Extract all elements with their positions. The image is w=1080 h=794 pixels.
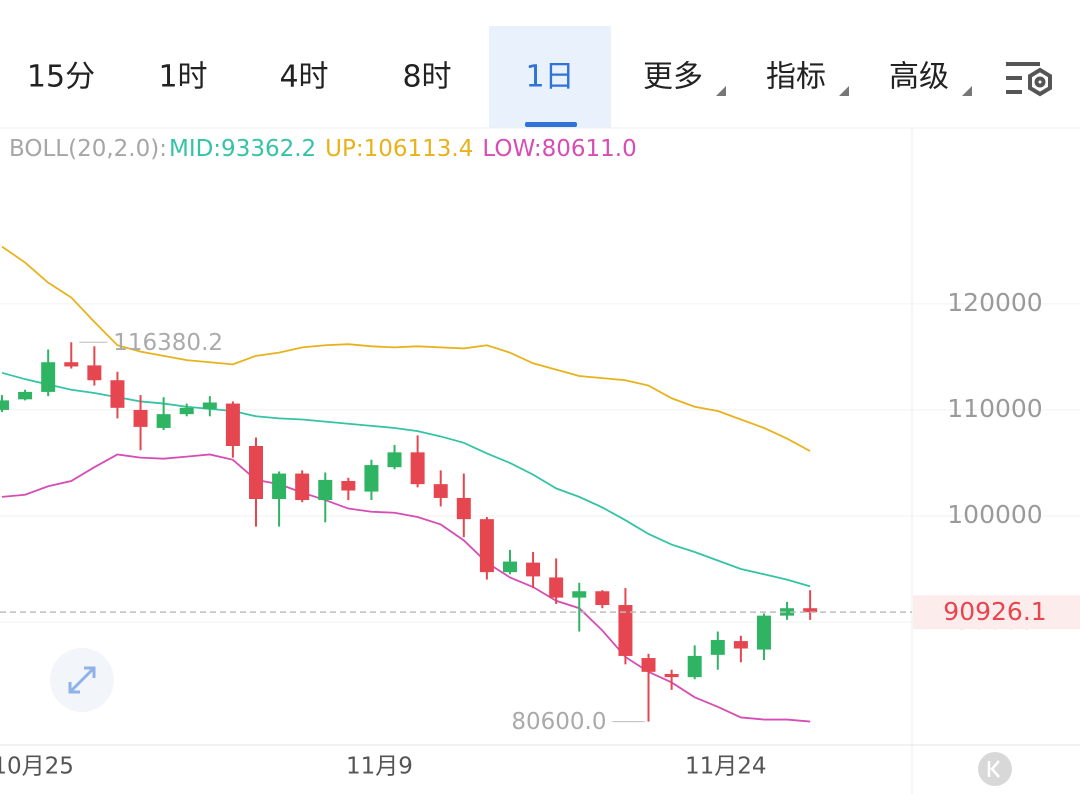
candle-body xyxy=(202,402,217,409)
collapse-button[interactable] xyxy=(978,752,1012,786)
candle-body xyxy=(803,608,818,613)
candle-body xyxy=(595,591,610,606)
candle-body xyxy=(710,640,725,655)
menu-caret xyxy=(716,86,726,96)
settings-icon[interactable] xyxy=(1006,62,1052,97)
candle-body xyxy=(756,615,771,650)
candle-body xyxy=(87,365,102,381)
candle-body xyxy=(225,403,240,446)
last-price-box xyxy=(913,595,1080,630)
candle-body xyxy=(364,465,379,492)
active-tab-bg xyxy=(489,26,611,128)
active-tab-indicator xyxy=(525,122,577,127)
plot: 9000010000011000012000010月2511月911月24116… xyxy=(0,245,1080,780)
boll-line xyxy=(1,245,811,452)
candle-body xyxy=(572,591,587,598)
tab[interactable]: 15分 xyxy=(27,60,95,95)
x-tick-label: 11月24 xyxy=(685,754,767,780)
tab[interactable]: 1时 xyxy=(158,60,207,95)
candle-body xyxy=(133,409,148,427)
candle-body xyxy=(295,473,310,501)
candle-body xyxy=(641,658,656,672)
candle-body xyxy=(272,473,287,499)
tab[interactable]: 高级 xyxy=(889,60,949,95)
candle-body xyxy=(64,362,79,367)
tab[interactable]: 1日 xyxy=(525,60,574,95)
x-tick-label: 10月25 xyxy=(0,754,74,780)
y-tick-label: 110000 xyxy=(947,394,1042,423)
candle-body xyxy=(110,380,125,408)
candle-body xyxy=(341,480,356,491)
last-price-label: 90926.1 xyxy=(943,597,1046,626)
candle-body xyxy=(0,400,9,410)
tab[interactable]: 8时 xyxy=(402,60,451,95)
tab[interactable]: 指标 xyxy=(766,60,826,95)
legend-entry: LOW:80611.0 xyxy=(482,136,636,162)
menu-caret xyxy=(839,86,849,96)
boll-line xyxy=(1,371,811,588)
candle-body xyxy=(549,577,564,598)
candle-body xyxy=(18,391,33,400)
candle-body xyxy=(502,561,517,573)
legend-entry: UP:106113.4 xyxy=(325,136,473,162)
legend-entry: BOLL(20,2.0): xyxy=(9,136,167,162)
candle-body xyxy=(526,562,541,577)
legend-text: BOLL(20,2.0):MID:93362.2 UP:106113.4 LOW:8… xyxy=(9,136,637,162)
candle-body xyxy=(387,452,402,468)
boll-line xyxy=(1,453,811,723)
candle-body xyxy=(687,655,702,678)
candle-body xyxy=(733,641,748,649)
expand-button[interactable] xyxy=(50,648,114,712)
candle-body xyxy=(179,407,194,415)
candle-body xyxy=(248,445,263,499)
low-label: 80600.0 xyxy=(511,709,606,735)
legend: BOLL(20,2.0):MID:93362.2 UP:106113.4 LOW:8… xyxy=(9,136,637,162)
candle-body xyxy=(664,673,679,678)
tab[interactable]: 4时 xyxy=(279,60,328,95)
legend-entry: MID:93362.2 xyxy=(169,136,316,162)
candle-body xyxy=(410,452,425,485)
candle-body xyxy=(433,484,448,498)
tab-bar: 15分 1时 4时 8时 1日 更多 指标 高级 xyxy=(27,60,972,96)
candle-body xyxy=(780,608,795,616)
y-tick-label: 100000 xyxy=(947,500,1042,529)
high-label: 116380.2 xyxy=(113,330,223,356)
candle-body xyxy=(479,519,494,573)
x-tick-label: 11月9 xyxy=(346,754,413,780)
tab[interactable]: 更多 xyxy=(643,60,703,95)
candle-body xyxy=(156,414,171,428)
candle-body xyxy=(41,362,56,392)
candle-body xyxy=(318,479,333,501)
candle-body xyxy=(456,497,471,520)
y-tick-label: 120000 xyxy=(947,288,1042,317)
menu-caret xyxy=(962,86,972,96)
candle-body xyxy=(618,605,633,656)
